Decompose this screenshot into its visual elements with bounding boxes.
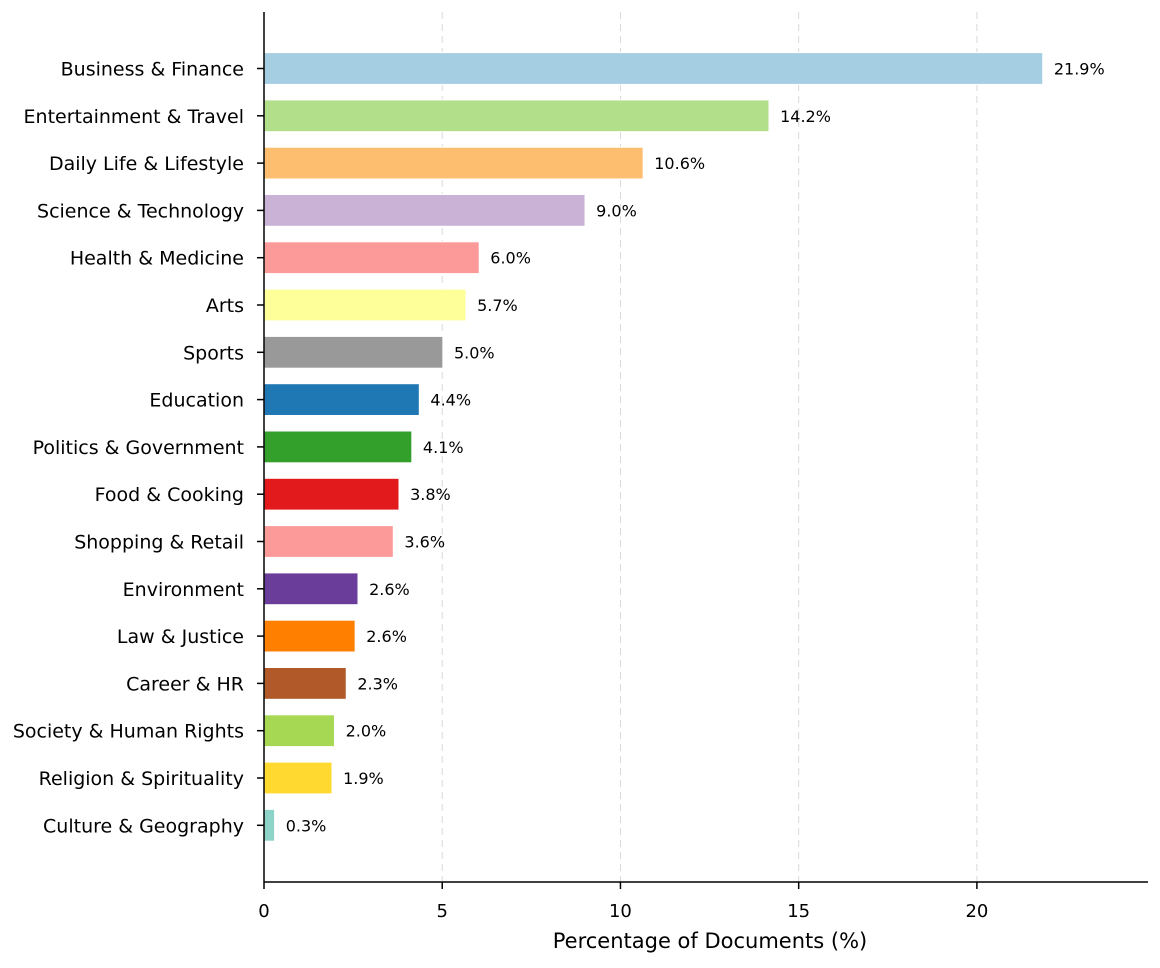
value-label: 9.0% <box>596 201 637 220</box>
bars <box>263 51 1044 842</box>
bar <box>263 383 421 417</box>
value-label: 4.1% <box>423 438 464 457</box>
category-label: Culture & Geography <box>43 815 244 837</box>
x-tick-label: 15 <box>787 901 810 922</box>
category-label: Shopping & Retail <box>74 532 244 554</box>
gridlines <box>441 12 978 882</box>
bar <box>263 99 770 133</box>
category-label: Religion & Spirituality <box>39 768 244 790</box>
x-axis-title: Percentage of Documents (%) <box>553 929 867 953</box>
bar <box>263 524 394 559</box>
category-label: Career & HR <box>126 673 244 695</box>
category-label: Sports <box>183 342 244 364</box>
bar <box>263 666 347 701</box>
category-label: Business & Finance <box>61 59 244 81</box>
value-label: 3.8% <box>410 485 451 504</box>
category-label: Society & Human Rights <box>13 721 244 743</box>
x-tick-label: 5 <box>436 901 447 922</box>
value-label: 21.9% <box>1054 60 1105 79</box>
bar <box>263 288 467 322</box>
labels: 0 5 10 15 20 Business & Finance 21.9% Entertain… <box>13 59 1105 923</box>
x-tick-label: 10 <box>609 901 632 922</box>
value-label: 2.0% <box>346 722 387 741</box>
bar <box>263 572 359 606</box>
axes <box>257 12 1148 889</box>
category-label: Science & Technology <box>37 200 244 222</box>
category-label: Daily Life & Lifestyle <box>49 153 244 175</box>
bar <box>263 51 1044 86</box>
category-label: Entertainment & Travel <box>24 106 244 128</box>
category-label: Health & Medicine <box>70 248 244 270</box>
value-label: 1.9% <box>343 769 384 788</box>
bar <box>263 714 336 748</box>
bar <box>263 335 444 369</box>
value-label: 5.0% <box>454 343 495 362</box>
category-label: Arts <box>206 295 244 317</box>
value-label: 5.7% <box>477 296 518 315</box>
value-label: 2.3% <box>357 674 398 693</box>
category-label: Education <box>149 390 244 412</box>
bar <box>263 241 480 275</box>
value-label: 3.6% <box>404 533 445 552</box>
value-label: 2.6% <box>369 580 410 599</box>
bar <box>263 477 400 511</box>
value-label: 14.2% <box>780 107 831 126</box>
category-label: Environment <box>123 579 244 601</box>
bar <box>263 193 586 227</box>
x-tick-label: 0 <box>258 901 269 922</box>
category-label: Law & Justice <box>117 626 244 648</box>
value-label: 0.3% <box>286 816 327 835</box>
category-label: Food & Cooking <box>95 484 244 506</box>
x-tick-label: 20 <box>965 901 988 922</box>
bar <box>263 146 644 180</box>
value-label: 2.6% <box>366 627 407 646</box>
category-label: Politics & Government <box>33 437 244 459</box>
bar <box>263 619 356 653</box>
bar <box>263 761 333 795</box>
value-label: 10.6% <box>654 154 705 173</box>
value-label: 4.4% <box>430 391 471 410</box>
bar <box>263 808 276 842</box>
bar <box>263 430 413 464</box>
value-label: 6.0% <box>490 249 531 268</box>
